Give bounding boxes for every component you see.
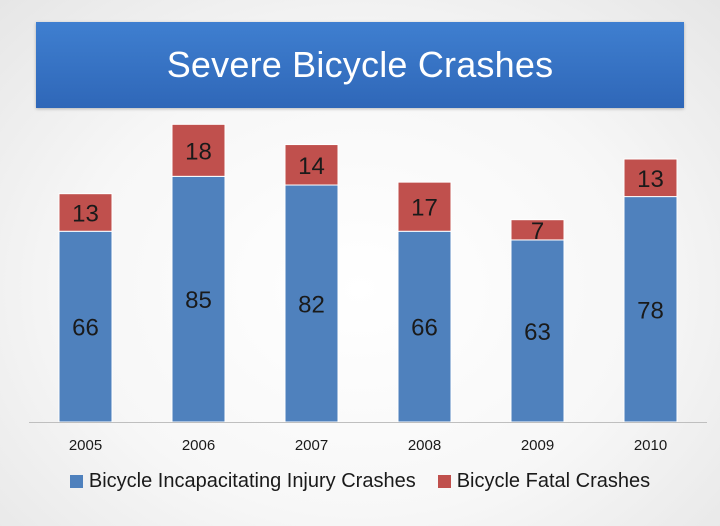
- bar-fatal-2006: [171, 123, 226, 177]
- data-label-fatal-2007: 14: [298, 153, 325, 180]
- data-label-injury-2007: 82: [298, 292, 325, 319]
- bar-injury-2010: [623, 196, 678, 423]
- bar-fatal-2007: [284, 144, 339, 186]
- data-label-fatal-2008: 17: [411, 195, 438, 222]
- data-label-injury-2005: 66: [72, 315, 99, 342]
- data-label-fatal-2005: 13: [72, 200, 99, 227]
- data-label-injury-2010: 78: [637, 297, 664, 324]
- x-tick-label-2010: 2010: [634, 437, 667, 454]
- data-label-injury-2009: 63: [524, 319, 551, 346]
- data-label-fatal-2010: 13: [637, 166, 664, 193]
- bar-injury-2008: [397, 230, 452, 423]
- x-tick-label-2008: 2008: [408, 437, 441, 454]
- data-label-injury-2006: 85: [185, 287, 212, 314]
- chart-title: Severe Bicycle Crashes: [166, 44, 554, 85]
- legend-label-injury: Bicycle Incapacitating Injury Crashes: [88, 469, 416, 492]
- bar-fatal-2010: [623, 158, 678, 198]
- legend-swatch-injury: [69, 474, 83, 488]
- x-tick-label-2005: 2005: [69, 437, 102, 454]
- bar-fatal-2008: [397, 181, 452, 232]
- legend-swatch-fatal: [437, 474, 451, 488]
- x-tick-label-2006: 2006: [182, 437, 215, 454]
- bar-injury-2007: [284, 184, 339, 423]
- data-label-fatal-2006: 18: [185, 138, 212, 165]
- chart-legend: Bicycle Incapacitating Injury Crashes Bi…: [0, 466, 720, 496]
- legend-item-fatal: Bicycle Fatal Crashes: [437, 469, 651, 493]
- legend-label-fatal: Bicycle Fatal Crashes: [456, 469, 651, 492]
- legend-item-injury: Bicycle Incapacitating Injury Crashes: [69, 469, 416, 493]
- data-label-injury-2008: 66: [411, 315, 438, 342]
- x-tick-label-2009: 2009: [521, 437, 554, 454]
- bar-fatal-2005: [58, 193, 113, 232]
- x-tick-label-2007: 2007: [295, 437, 328, 454]
- bar-fatal-2009: [510, 219, 565, 241]
- data-label-fatal-2009: 7: [531, 218, 544, 245]
- bar-injury-2006: [171, 175, 226, 423]
- chart-title-banner: Severe Bicycle Crashes: [36, 22, 684, 108]
